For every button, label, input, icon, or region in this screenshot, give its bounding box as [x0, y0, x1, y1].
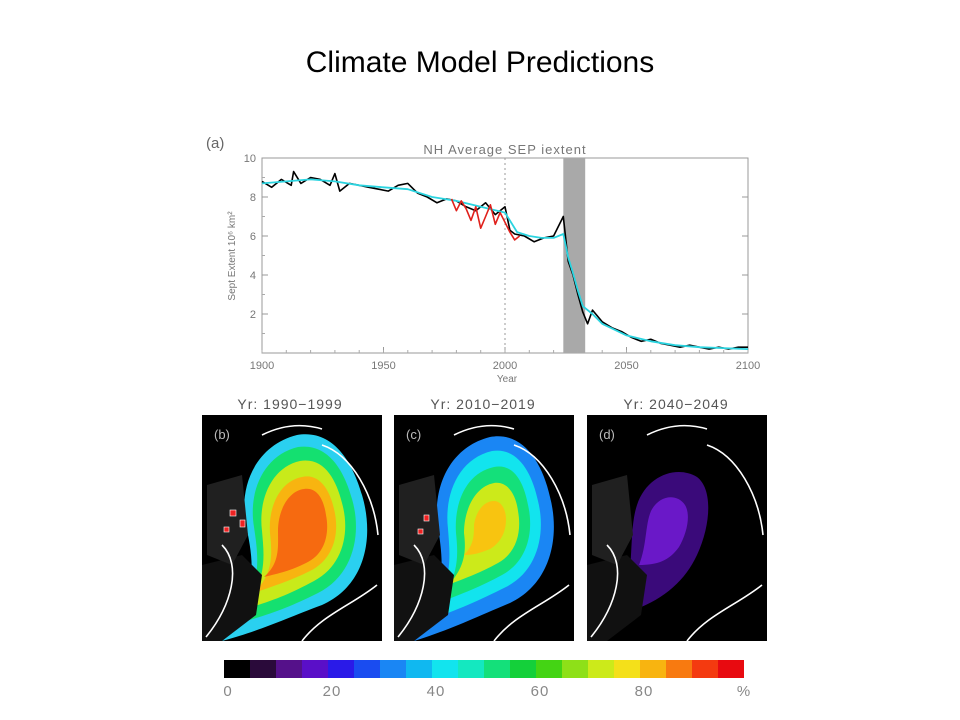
ice-map-d-graphic — [587, 424, 764, 641]
x-tick-label: 2000 — [493, 360, 517, 372]
ice-map-2010s: (c) — [394, 415, 574, 641]
x-tick-label: 1950 — [371, 360, 395, 372]
colorbar-swatch — [640, 660, 666, 678]
colorbar-swatch — [224, 660, 250, 678]
ice-concentration-colorbar — [224, 660, 744, 678]
y-tick-label: 2 — [250, 309, 256, 321]
y-tick-label: 10 — [244, 153, 256, 165]
colorbar-swatch — [510, 660, 536, 678]
colorbar-swatch — [484, 660, 510, 678]
colorbar-swatch — [250, 660, 276, 678]
colorbar-swatch — [692, 660, 718, 678]
plot-area: 1900 1950 2000 2050 2100 2 4 6 8 10 — [244, 153, 760, 372]
ice-map-1990s: (b) — [202, 415, 382, 641]
series-line-2 — [450, 198, 521, 241]
x-axis-label: Year — [497, 374, 518, 385]
colorbar-swatch — [536, 660, 562, 678]
colorbar-swatch — [458, 660, 484, 678]
slide-title: Climate Model Predictions — [305, 46, 655, 79]
colorbar-swatch — [380, 660, 406, 678]
colorbar-tick-label: 80 — [634, 683, 654, 700]
colorbar-swatch — [614, 660, 640, 678]
panel-label-b: (b) — [214, 427, 230, 442]
colorbar-tick-label: 60 — [530, 683, 550, 700]
colorbar-swatch — [562, 660, 588, 678]
panel-label-c: (c) — [406, 427, 422, 442]
colorbar-swatch — [406, 660, 432, 678]
panel-label-a: (a) — [206, 135, 224, 152]
colorbar-swatch — [666, 660, 692, 678]
panel-label-d: (d) — [599, 427, 615, 442]
colorbar-swatch — [354, 660, 380, 678]
panel-c-title: Yr: 2010−2019 — [430, 396, 536, 412]
x-tick-label: 1900 — [250, 360, 274, 372]
sea-ice-extent-line-chart: (a) NH Average SEP iextent Sept Extent 1… — [206, 135, 760, 385]
colorbar-swatch — [432, 660, 458, 678]
colorbar-tick-label: 40 — [426, 683, 446, 700]
colorbar-swatch — [588, 660, 614, 678]
colorbar-tick-label: 20 — [322, 683, 342, 700]
colorbar-swatch — [276, 660, 302, 678]
ice-map-c-graphic — [394, 424, 571, 641]
y-tick-label: 8 — [250, 192, 256, 204]
colorbar-swatch — [718, 660, 744, 678]
ice-map-b-graphic — [202, 424, 379, 641]
ice-map-2040s: (d) — [587, 415, 767, 641]
y-tick-label: 4 — [250, 270, 256, 282]
panel-b-title: Yr: 1990−1999 — [237, 396, 343, 412]
colorbar-unit-label: % — [736, 683, 752, 700]
x-tick-label: 2050 — [614, 360, 638, 372]
colorbar-swatch — [302, 660, 328, 678]
y-axis-label: Sept Extent 10⁶ km² — [227, 211, 238, 301]
colorbar-swatch — [328, 660, 354, 678]
x-tick-label: 2100 — [736, 360, 760, 372]
shaded-period-band — [563, 158, 586, 353]
colorbar-tick-label: 0 — [223, 683, 233, 700]
y-tick-label: 6 — [250, 231, 256, 243]
series-line-1 — [261, 178, 749, 350]
panel-d-title: Yr: 2040−2049 — [623, 396, 729, 412]
chart-title: NH Average SEP iextent — [423, 142, 586, 157]
